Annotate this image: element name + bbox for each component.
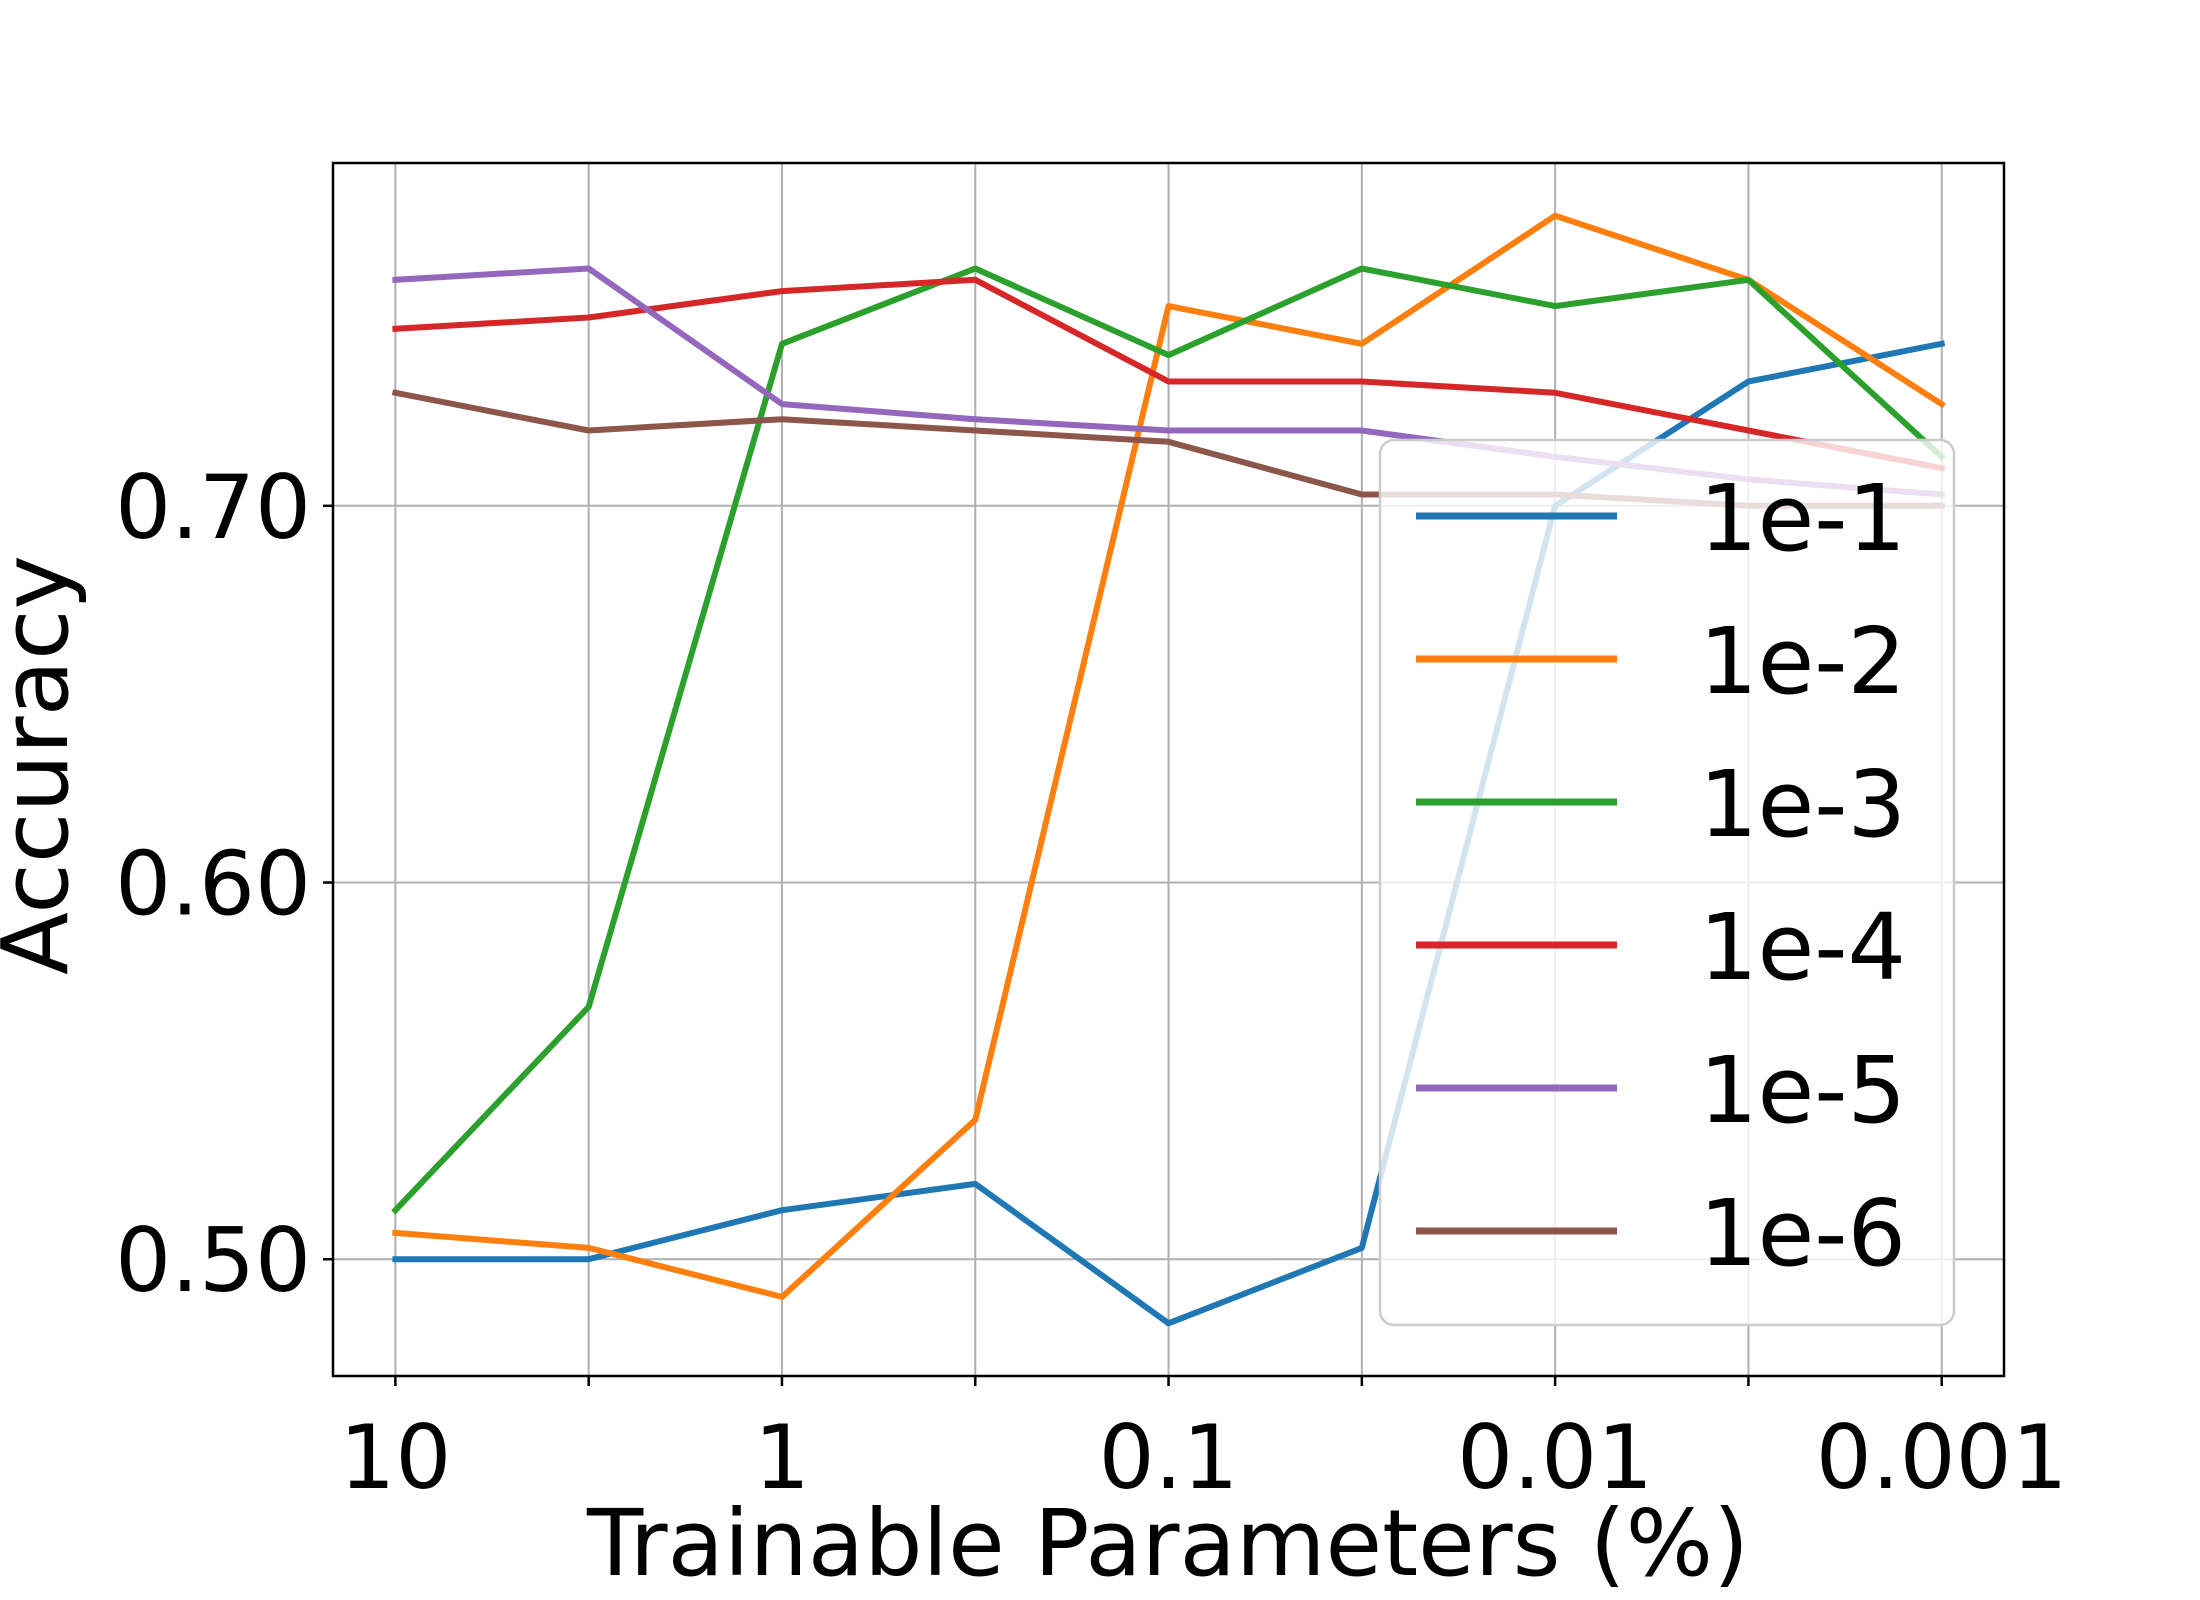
y-tick-label: 0.60 bbox=[115, 833, 311, 936]
x-tick-label: 10 bbox=[339, 1406, 451, 1509]
legend-label: 1e-1 bbox=[1699, 465, 1906, 572]
x-tick-label: 0.01 bbox=[1457, 1406, 1653, 1509]
x-tick-label: 1 bbox=[754, 1406, 810, 1509]
series-layer bbox=[391, 212, 1946, 1327]
y-tick-label: 0.50 bbox=[115, 1209, 311, 1312]
y-axis-title: Accuracy bbox=[0, 555, 89, 975]
x-tick-label: 0.1 bbox=[1099, 1406, 1239, 1509]
series-line-1e-2 bbox=[392, 212, 1946, 1300]
legend-label: 1e-4 bbox=[1699, 894, 1906, 1001]
tick-layer: 10 1 0.1 0.01 0.001 0.50 0.60 0.70 bbox=[115, 456, 2068, 1509]
series-line-1e-4 bbox=[392, 276, 1946, 472]
series-line-1e-1 bbox=[392, 340, 1946, 1327]
legend-label: 1e-3 bbox=[1699, 751, 1906, 858]
y-tick-label: 0.70 bbox=[115, 456, 311, 559]
x-tick-label: 0.001 bbox=[1816, 1406, 2068, 1509]
legend-label: 1e-6 bbox=[1699, 1180, 1906, 1287]
x-axis-title: Trainable Parameters (%) bbox=[586, 1490, 1749, 1597]
legend-label: 1e-5 bbox=[1699, 1037, 1906, 1144]
legend: 1e-1 1e-2 1e-3 1e-4 1e-5 1e-6 bbox=[1378, 438, 1956, 1327]
series-line-1e-3 bbox=[391, 265, 1946, 1215]
legend-label: 1e-2 bbox=[1699, 608, 1906, 715]
